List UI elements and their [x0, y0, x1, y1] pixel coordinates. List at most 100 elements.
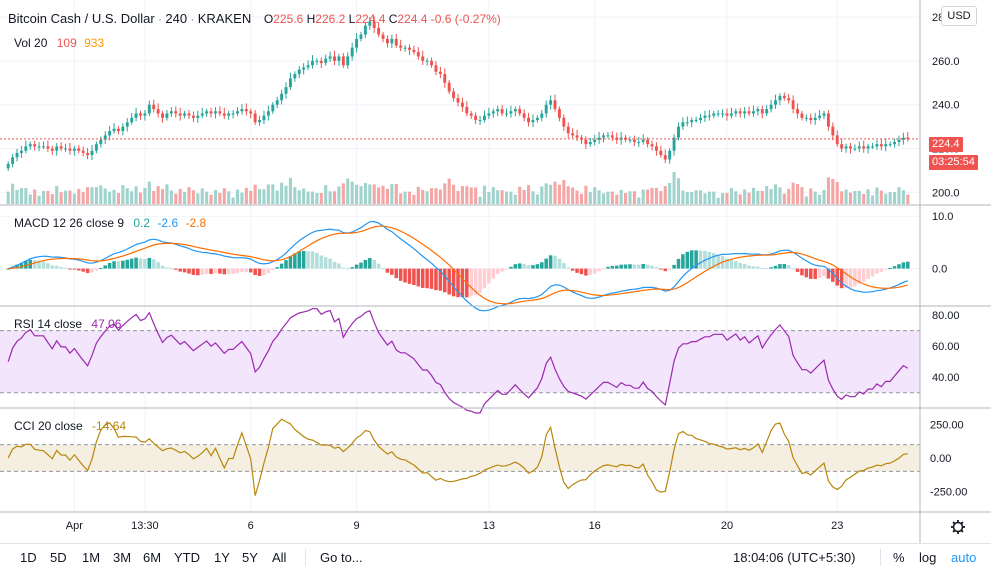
- candle-body: [765, 109, 769, 114]
- macd-histogram-bar: [160, 265, 165, 269]
- macd-histogram-bar: [526, 265, 531, 269]
- volume-bar: [68, 190, 72, 204]
- macd-histogram-bar: [46, 263, 50, 269]
- macd-legend[interactable]: MACD 12 26 close 9 0.2 -2.6 -2.8: [14, 216, 206, 230]
- macd-histogram-bar: [81, 268, 85, 272]
- volume-bar: [831, 178, 835, 204]
- macd-histogram-bar: [879, 268, 884, 272]
- rsi-line: [7, 308, 909, 414]
- macd-histogram-bar: [892, 266, 897, 269]
- macd-histogram-bar: [522, 263, 526, 269]
- close-value: 224.4: [397, 12, 428, 26]
- volume-bar: [637, 197, 641, 204]
- volume-bar: [474, 187, 478, 204]
- countdown-badge: 03:25:54: [929, 155, 978, 170]
- currency-button[interactable]: USD: [941, 6, 977, 26]
- macd-histogram-bar: [654, 267, 659, 269]
- candle-body: [6, 163, 10, 169]
- volume-bar: [540, 186, 544, 204]
- macd-histogram-bar: [672, 264, 676, 269]
- macd-histogram-bar: [425, 268, 429, 289]
- settings-gear-icon[interactable]: [951, 520, 965, 534]
- candle-body: [139, 113, 142, 116]
- macd-histogram-bar: [698, 250, 703, 269]
- macd-histogram-bar: [650, 265, 654, 269]
- macd-histogram-bar: [773, 265, 778, 269]
- macd-histogram-bar: [187, 268, 191, 274]
- macd-histogram-bar: [601, 268, 606, 270]
- candle-body: [716, 113, 720, 115]
- volume-bar: [359, 186, 363, 204]
- log-toggle[interactable]: log: [919, 550, 937, 565]
- candle-body: [796, 109, 800, 114]
- volume-bar: [416, 186, 420, 204]
- time-axis-tick: 16: [589, 520, 601, 532]
- candle-body: [897, 139, 901, 142]
- candle-body: [205, 111, 209, 114]
- candle-body: [143, 113, 147, 116]
- range-5y-button[interactable]: 5Y: [242, 550, 258, 565]
- candle-body: [853, 148, 857, 150]
- volume-bar: [284, 185, 288, 204]
- macd-histogram-bar: [610, 265, 615, 269]
- price-axis-tick: 260.0: [932, 56, 960, 68]
- clock-timezone[interactable]: 18:04:06 (UTC+5:30): [733, 550, 856, 565]
- candle-body: [871, 146, 874, 148]
- volume-ma-value: 933: [84, 36, 105, 50]
- macd-histogram-bar: [213, 268, 218, 274]
- range-1d-button[interactable]: 1D: [20, 550, 37, 565]
- volume-bar: [249, 190, 253, 204]
- macd-histogram-bar: [786, 265, 791, 269]
- auto-toggle[interactable]: auto: [951, 550, 977, 565]
- volume-bar: [681, 190, 685, 204]
- macd-histogram-bar: [222, 268, 227, 275]
- volume-bar: [906, 194, 910, 204]
- range-3m-button[interactable]: 3M: [113, 550, 132, 565]
- symbol-title[interactable]: Bitcoin Cash / U.S. Dollar: [8, 11, 155, 26]
- volume-bar: [628, 191, 632, 204]
- candle-body: [337, 56, 341, 61]
- volume-bar: [588, 191, 592, 204]
- macd-histogram-bar: [883, 268, 888, 270]
- candle-body: [333, 56, 336, 61]
- macd-histogram-bar: [59, 266, 63, 269]
- macd-histogram-bar: [663, 268, 668, 272]
- candle-body: [161, 113, 165, 118]
- cci-legend[interactable]: CCI 20 close -14.64: [14, 419, 126, 433]
- candle-body: [659, 150, 663, 156]
- goto-button[interactable]: Go to...: [320, 550, 363, 565]
- range-6m-button[interactable]: 6M: [143, 550, 162, 565]
- range-ytd-button[interactable]: YTD: [174, 550, 200, 565]
- candle-body: [535, 117, 539, 121]
- volume-bar: [55, 186, 59, 204]
- gear-tooth: [952, 529, 956, 533]
- candle-body: [46, 146, 50, 149]
- volume-bar: [425, 191, 429, 204]
- macd-histogram-bar: [813, 268, 817, 279]
- macd-histogram-bar: [901, 262, 906, 269]
- macd-histogram-bar: [41, 261, 46, 269]
- volume-bar: [773, 184, 778, 204]
- range-all-button[interactable]: All: [272, 550, 287, 565]
- macd-histogram-bar: [584, 268, 588, 276]
- range-1m-button[interactable]: 1M: [82, 550, 101, 565]
- range-1y-button[interactable]: 1Y: [214, 550, 230, 565]
- rsi-legend[interactable]: RSI 14 close 47.06: [14, 317, 121, 331]
- volume-legend[interactable]: Vol 20 109 933: [14, 36, 104, 50]
- volume-bar: [760, 190, 764, 204]
- percent-toggle[interactable]: %: [893, 550, 905, 565]
- interval-label[interactable]: 240: [165, 11, 188, 26]
- candle-body: [483, 115, 486, 121]
- cci-band: [0, 444, 920, 472]
- volume-bar: [280, 182, 284, 204]
- volume-bar: [778, 187, 782, 204]
- range-5d-button[interactable]: 5D: [50, 550, 67, 565]
- volume-bar: [796, 184, 800, 204]
- candle-body: [804, 117, 808, 119]
- volume-bar: [756, 190, 760, 204]
- volume-bar: [566, 186, 570, 204]
- candle-body: [77, 148, 81, 151]
- volume-bar: [385, 188, 389, 204]
